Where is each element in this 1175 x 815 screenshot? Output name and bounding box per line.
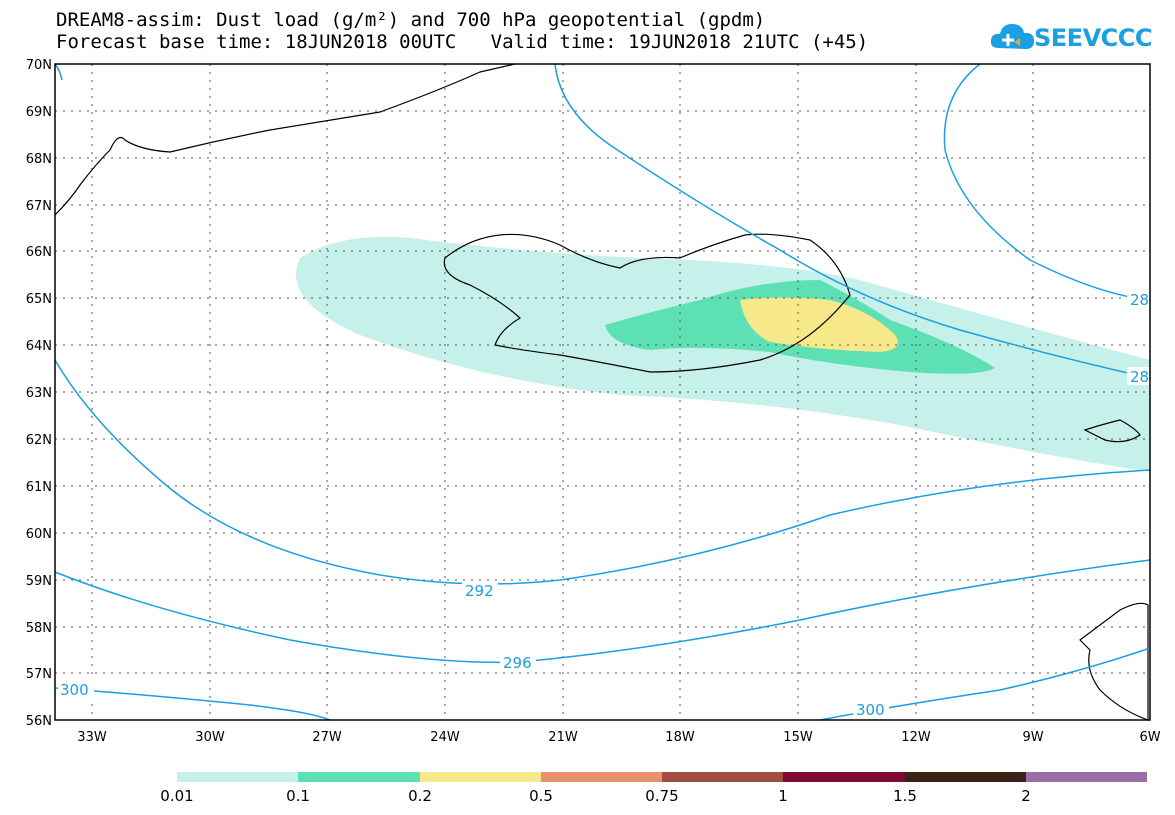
contour-label: 292 (465, 582, 494, 600)
lon-label: 6W (1139, 730, 1160, 745)
lon-label: 27W (312, 730, 342, 745)
lat-label: 63N (26, 386, 52, 401)
lat-label: 62N (26, 433, 52, 448)
colorbar-swatch (419, 772, 541, 782)
lat-label: 57N (26, 667, 52, 682)
lon-label: 15W (783, 730, 813, 745)
contour-label-bg (500, 653, 536, 671)
contour-label-bg (58, 680, 94, 698)
contour-label-bg (462, 581, 498, 599)
seevccc-logo: SEEVCCC (990, 18, 1153, 58)
lat-label: 56N (26, 714, 52, 729)
contour-label: 28 (1130, 291, 1149, 309)
dust-level-0.01 (296, 236, 1150, 472)
lat-label: 68N (26, 152, 52, 167)
lat-label: 69N (26, 105, 52, 120)
colorbar-label: 0.5 (529, 787, 553, 805)
contour-label-bg (1127, 367, 1149, 385)
lat-label: 60N (26, 527, 52, 542)
colorbar-swatch (177, 772, 299, 782)
contour-label-bg (1127, 290, 1149, 308)
colorbar-label: 0.75 (645, 787, 679, 805)
colorbar-label: 0.2 (408, 787, 432, 805)
dust-level-0.2 (740, 297, 898, 352)
lat-label: 59N (26, 574, 52, 589)
lat-label: 70N (26, 58, 52, 73)
lon-label: 33W (77, 730, 107, 745)
contour-label: 300 (60, 681, 89, 699)
lon-label: 21W (548, 730, 578, 745)
lat-label: 61N (26, 480, 52, 495)
lat-label: 67N (26, 199, 52, 214)
lat-label: 65N (26, 292, 52, 307)
colorbar-swatch (540, 772, 662, 782)
colorbar-swatch (662, 772, 784, 782)
contour-label: 296 (503, 654, 532, 672)
graticule (55, 64, 1150, 720)
lon-label: 30W (195, 730, 225, 745)
colorbar-label: 1 (778, 787, 788, 805)
lat-label: 58N (26, 621, 52, 636)
lon-label: 18W (665, 730, 695, 745)
logo-text: SEEVCCC (1034, 24, 1153, 52)
cloud-icon (990, 24, 1034, 49)
colorbar-label: 0.01 (160, 787, 194, 805)
colorbar-label: 1.5 (893, 787, 917, 805)
map-title: DREAM8-assim: Dust load (g/m²) and 700 h… (56, 9, 766, 31)
contour-label-bg (853, 700, 889, 718)
faroe-coast (1083, 419, 1141, 443)
map-frame (54, 63, 1151, 721)
map-subtitle: Forecast base time: 18JUN2018 00UTC Vali… (56, 31, 869, 53)
dust-field (296, 236, 1150, 472)
colorbar-swatch (298, 772, 420, 782)
contour-label: 300 (856, 701, 885, 719)
lat-label: 64N (26, 339, 52, 354)
lon-label: 12W (901, 730, 931, 745)
greenland-coast (54, 63, 516, 216)
lat-label: 66N (26, 245, 52, 260)
colorbar-swatch (783, 772, 905, 782)
scotland-coast (1079, 602, 1149, 721)
colorbar-swatch (1025, 772, 1147, 782)
colorbar (177, 772, 1147, 782)
colorbar-label: 2 (1021, 787, 1031, 805)
lon-label: 9W (1022, 730, 1043, 745)
contour-label: 28 (1130, 368, 1149, 386)
colorbar-label: 0.1 (286, 787, 310, 805)
colorbar-swatch (904, 772, 1026, 782)
iceland-coast (443, 233, 851, 373)
lon-label: 24W (430, 730, 460, 745)
